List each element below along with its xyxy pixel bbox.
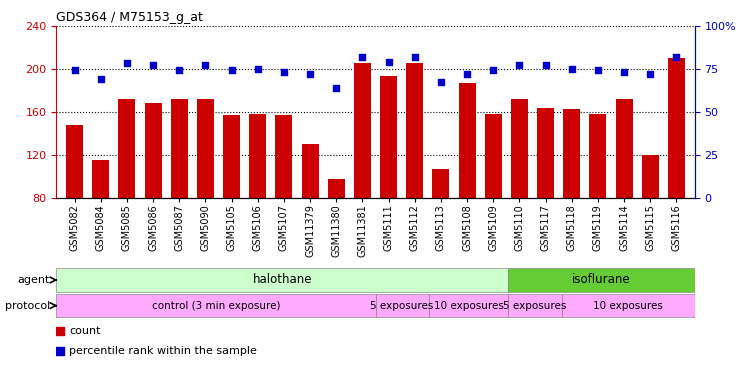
Bar (590, 114, 606, 284)
Bar (562, 294, 695, 317)
Bar (145, 103, 161, 284)
Point (95, 76, 107, 82)
Point (147, 62, 159, 68)
Bar (92, 160, 110, 284)
Text: percentile rank within the sample: percentile rank within the sample (69, 346, 257, 356)
Bar (302, 144, 318, 284)
Bar (354, 63, 371, 284)
Text: halothane: halothane (252, 273, 312, 287)
Point (382, 59, 394, 65)
Point (539, 62, 551, 68)
Bar (276, 115, 292, 284)
Text: count: count (69, 326, 101, 336)
Bar (56, 268, 508, 291)
Bar (641, 154, 659, 284)
Point (618, 69, 630, 75)
Point (487, 67, 499, 73)
Point (409, 54, 421, 60)
Point (278, 69, 290, 75)
Bar (668, 58, 685, 284)
Bar (327, 179, 345, 284)
Text: 10 exposures: 10 exposures (593, 300, 663, 311)
Bar (376, 294, 429, 317)
Bar (433, 169, 449, 284)
Point (173, 67, 185, 73)
Point (200, 62, 212, 68)
Text: control (3 min exposure): control (3 min exposure) (152, 300, 280, 311)
Point (435, 79, 447, 85)
Bar (223, 115, 240, 284)
Point (671, 54, 683, 60)
Bar (66, 124, 83, 284)
Point (225, 67, 237, 73)
Bar (511, 99, 528, 284)
Text: 10 exposures: 10 exposures (433, 300, 503, 311)
Bar (197, 99, 214, 284)
Text: isoflurane: isoflurane (572, 273, 631, 287)
Bar (484, 114, 502, 284)
Point (357, 54, 369, 60)
Text: GDS364 / M75153_g_at: GDS364 / M75153_g_at (56, 11, 204, 25)
Point (121, 60, 133, 66)
Bar (406, 63, 424, 284)
Bar (563, 109, 581, 284)
Point (53, 328, 65, 334)
Bar (56, 294, 376, 317)
Bar (616, 99, 632, 284)
Point (566, 66, 578, 72)
Point (461, 71, 473, 77)
Bar (459, 83, 475, 284)
Point (644, 71, 656, 77)
Bar (170, 99, 188, 284)
Bar (429, 294, 508, 317)
Point (53, 348, 65, 354)
Point (514, 62, 526, 68)
Text: 5 exposures: 5 exposures (503, 300, 567, 311)
Point (330, 85, 342, 90)
Point (304, 71, 316, 77)
Point (252, 66, 264, 72)
Bar (249, 114, 267, 284)
Bar (508, 294, 562, 317)
Bar (537, 108, 554, 284)
Point (592, 67, 604, 73)
Text: protocol: protocol (5, 300, 50, 311)
Point (68, 67, 80, 73)
Bar (380, 76, 397, 284)
Text: agent: agent (17, 275, 50, 285)
Text: 5 exposures: 5 exposures (370, 300, 434, 311)
Bar (508, 268, 695, 291)
Bar (119, 99, 135, 284)
